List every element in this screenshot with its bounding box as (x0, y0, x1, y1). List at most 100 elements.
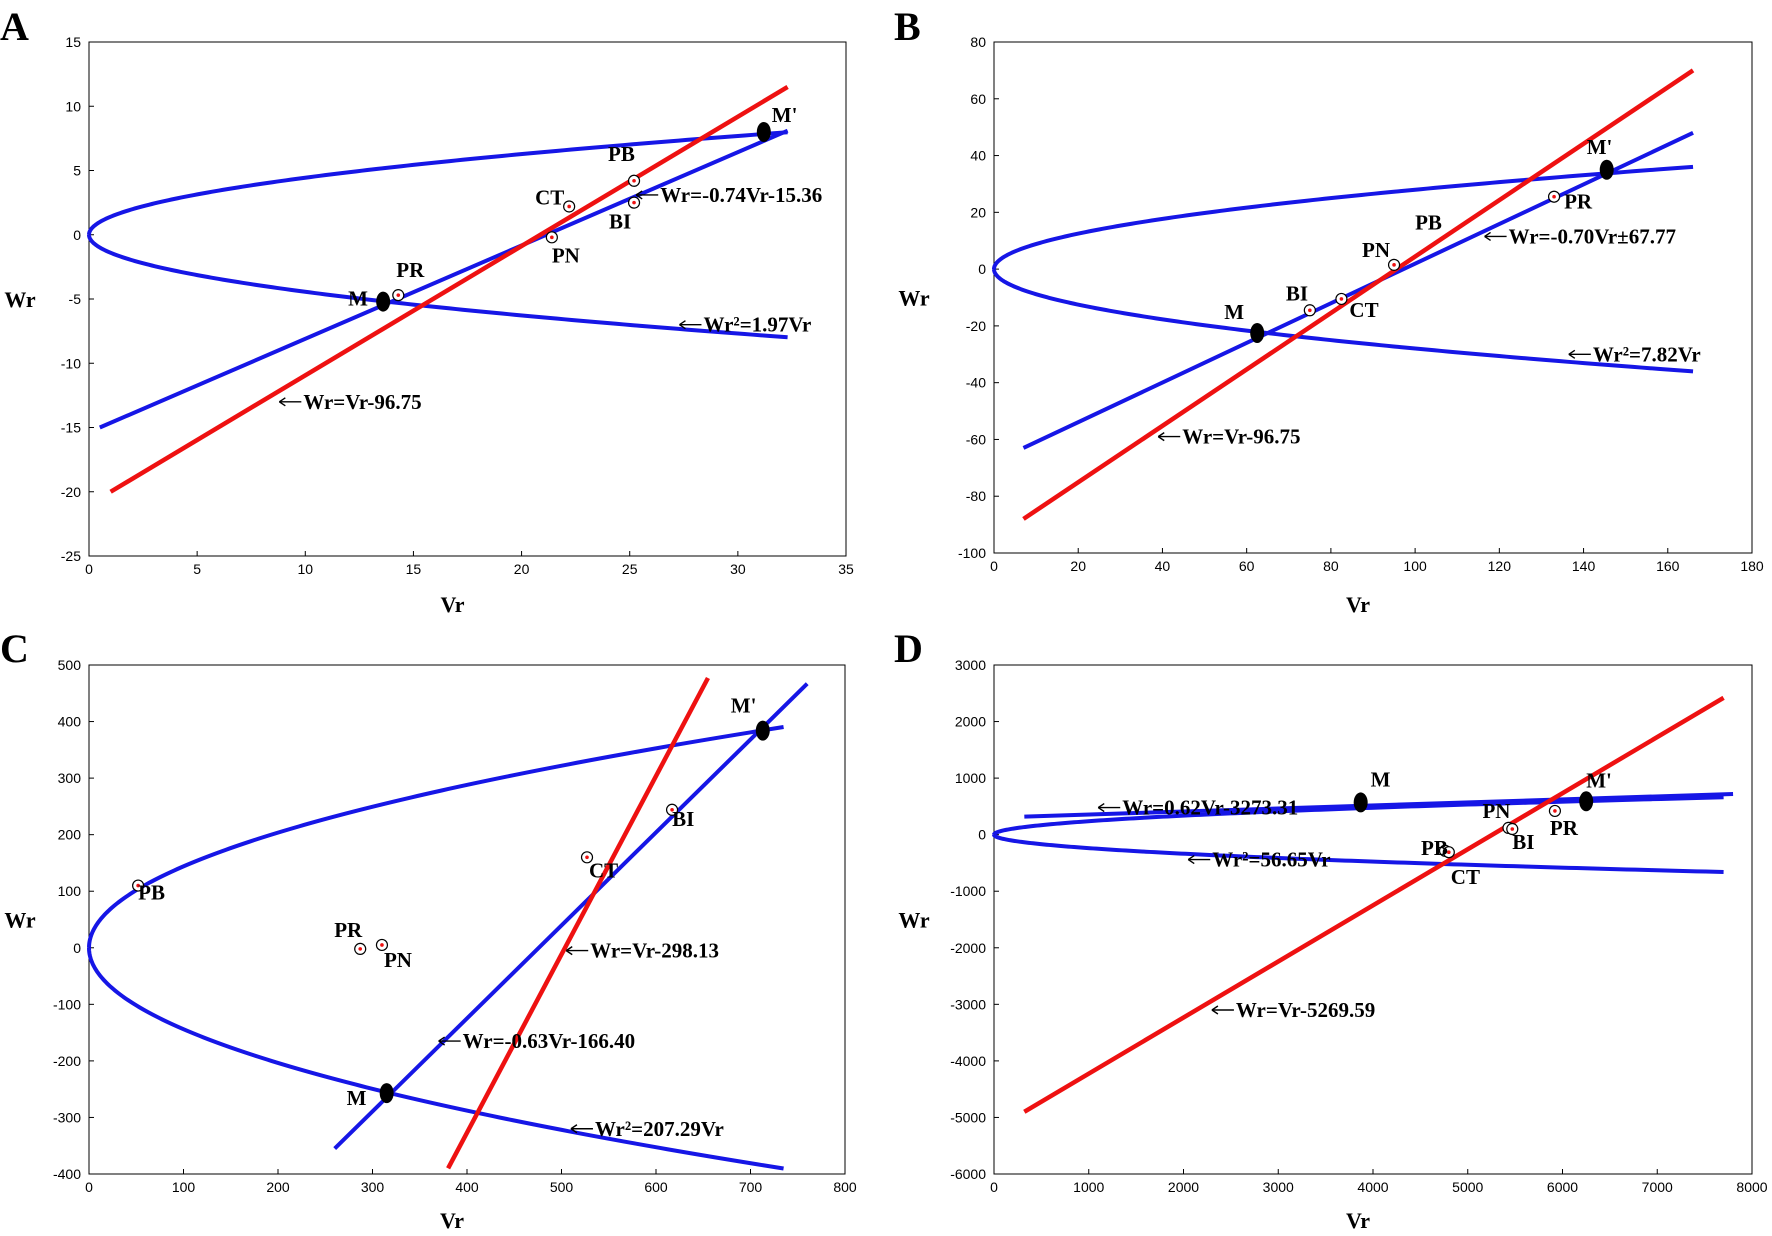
point-marker-dot (1308, 308, 1312, 313)
parabola-upper-branch (992, 795, 1724, 836)
point-marker-m-prime (1579, 791, 1594, 812)
plot-area-frame (993, 664, 1753, 1175)
y-tick-label: -10 (61, 355, 81, 371)
annotation-arrow-head (1187, 854, 1195, 865)
blue-regression-line (1024, 791, 1734, 819)
point-marker-dot (380, 943, 384, 947)
point-marker-m-prime (756, 121, 771, 142)
parabola-upper-branch (87, 130, 788, 235)
x-tick-label: 2000 (1168, 1179, 1199, 1195)
x-axis-title: Vr (440, 592, 464, 617)
y-tick-label: -3000 (950, 996, 986, 1012)
point-label: PN (1362, 238, 1390, 262)
point-label: PR (1564, 190, 1593, 214)
equation-annotation: Wr=Vr-5269.59 (1236, 998, 1375, 1022)
point-label: CT (535, 185, 564, 209)
point-marker-dot (632, 200, 636, 205)
y-tick-label: 0 (978, 827, 986, 843)
annotation-arrow-head (1157, 432, 1165, 442)
point-marker-dot (567, 204, 571, 209)
x-tick-label: 0 (990, 1179, 998, 1195)
x-tick-label: 100 (1403, 558, 1427, 574)
x-tick-label: 0 (990, 558, 998, 574)
point-marker-m (1250, 322, 1265, 343)
x-tick-label: 300 (361, 1179, 385, 1195)
x-tick-label: 800 (833, 1179, 857, 1195)
chart-panel-c: C 0 100 200 300 400 500 600 700 800 -400 -300 -200 -1… (0, 626, 857, 1233)
annotation-arrow-head (278, 397, 286, 407)
y-tick-label: -20 (966, 318, 986, 334)
y-tick-label: -5 (69, 291, 82, 307)
equation-annotation: Wr²=7.82Vr (1593, 342, 1701, 366)
x-tick-label: 160 (1656, 558, 1680, 574)
x-axis-title: Vr (440, 1208, 464, 1233)
point-marker-dot (1510, 827, 1515, 831)
point-label: PN (1482, 799, 1510, 823)
x-tick-label: 100 (172, 1179, 196, 1195)
panel-letter: D (894, 626, 923, 671)
y-tick-label: 0 (73, 227, 81, 243)
equation-annotation: Wr=0.62Vr-3273.31 (1122, 796, 1298, 820)
y-tick-label: -2000 (950, 940, 986, 956)
point-label: M (1371, 767, 1391, 791)
y-tick-label: 2000 (955, 714, 986, 730)
x-tick-label: 180 (1740, 558, 1764, 574)
x-tick-label: 35 (838, 561, 854, 577)
x-tick-label: 500 (550, 1179, 574, 1195)
equation-annotation: Wr²=56.65Vr (1212, 848, 1330, 872)
y-tick-label: 80 (970, 34, 986, 50)
annotation-arrow-head (635, 190, 643, 200)
y-tick-label: 300 (58, 770, 82, 786)
point-marker-dot (632, 178, 636, 183)
y-axis-title: Wr (898, 286, 930, 311)
y-tick-label: -5000 (950, 1109, 986, 1125)
y-tick-label: 10 (65, 98, 81, 114)
y-tick-label: -40 (966, 375, 986, 391)
point-marker-dot (396, 293, 401, 297)
y-tick-label: -1000 (950, 883, 986, 899)
point-label: M' (1586, 768, 1612, 792)
x-tick-label: 20 (1070, 558, 1086, 574)
blue-regression-line (99, 128, 789, 430)
y-tick-label: 3000 (955, 657, 986, 673)
y-tick-label: -100 (958, 545, 986, 561)
y-tick-label: -60 (966, 431, 986, 447)
point-marker-dot (670, 807, 674, 812)
point-label: CT (589, 858, 618, 882)
y-axis-title: Wr (898, 908, 930, 933)
y-tick-label: 200 (58, 827, 82, 843)
x-axis-title: Vr (1346, 592, 1370, 617)
point-label: PN (552, 243, 580, 267)
annotation-arrow-head (679, 320, 686, 330)
point-label: PB (138, 881, 165, 905)
point-label: BI (1512, 830, 1534, 854)
equation-annotation: Wr=-0.74Vr-15.36 (660, 183, 822, 207)
y-tick-label: 100 (58, 883, 82, 899)
annotation-arrow-head (1097, 802, 1105, 813)
x-tick-label: 1000 (1073, 1179, 1104, 1195)
chart-panel-d: D 0 1000 2000 3000 4000 5000 6000 7000 8000 -6000 -… (894, 626, 1768, 1233)
parabola-upper-branch (87, 725, 784, 948)
x-tick-label: 0 (85, 1179, 93, 1195)
point-marker-dot (585, 855, 589, 860)
point-label: PB (1415, 210, 1442, 234)
equation-annotation: Wr²=207.29Vr (595, 1117, 724, 1141)
point-marker-dot (1552, 194, 1556, 199)
equation-annotation: Wr=Vr-298.13 (590, 939, 719, 963)
point-label: M' (1587, 135, 1613, 159)
x-tick-label: 6000 (1547, 1179, 1578, 1195)
x-tick-label: 5000 (1452, 1179, 1483, 1195)
equation-annotation: Wr=Vr-96.75 (303, 390, 421, 414)
point-label: PN (384, 948, 412, 972)
x-tick-label: 60 (1239, 558, 1255, 574)
x-tick-label: 200 (266, 1179, 290, 1195)
point-label: CT (1451, 865, 1480, 889)
blue-regression-line (333, 682, 809, 1150)
x-tick-label: 400 (455, 1179, 479, 1195)
y-axis-title: Wr (4, 287, 36, 312)
annotation-arrow-head (570, 1124, 578, 1134)
y-tick-label: 40 (970, 148, 986, 164)
parabola-lower-branch (87, 947, 784, 1171)
x-tick-label: 8000 (1736, 1179, 1767, 1195)
y-tick-label: -100 (53, 996, 81, 1012)
